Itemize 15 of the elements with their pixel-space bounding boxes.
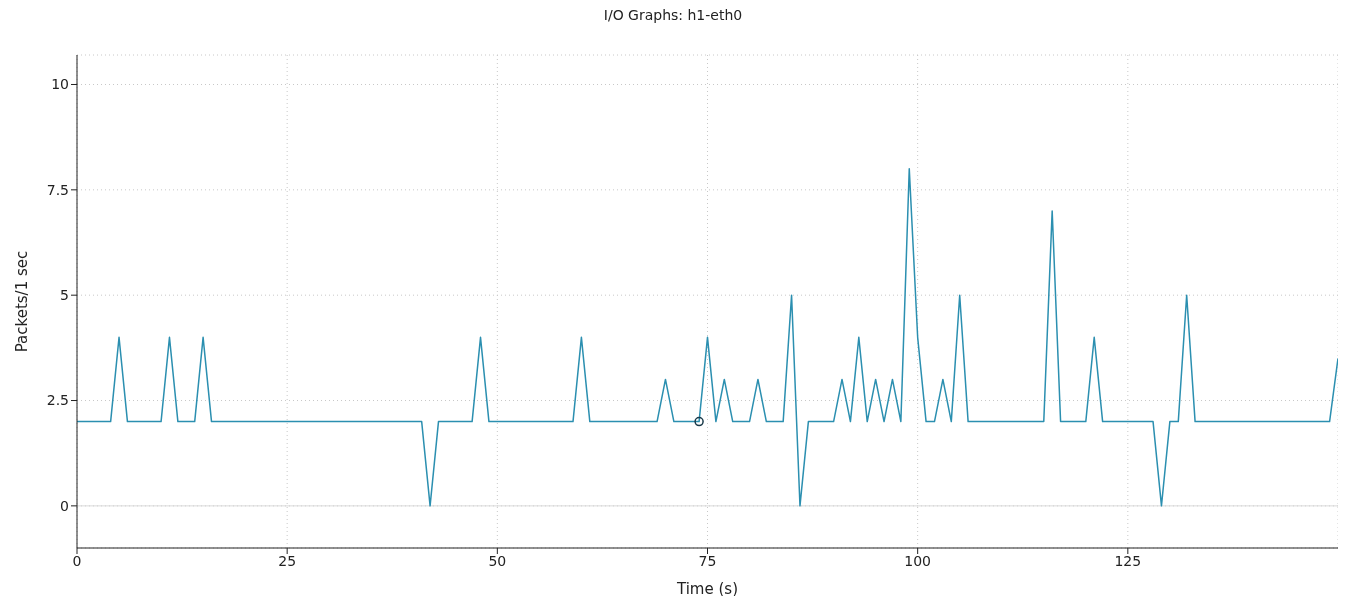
y-tick-label: 10 (51, 76, 69, 93)
y-axis-title: Packets/1 sec (13, 250, 32, 353)
x-tick-label: 125 (1114, 552, 1142, 569)
y-tick-label: 5 (60, 287, 69, 304)
x-tick-label: 25 (278, 552, 297, 569)
x-tick-label: 0 (72, 552, 82, 569)
y-tick-label: 0 (60, 497, 69, 514)
chart-title: I/O Graphs: h1-eth0 (602, 7, 744, 25)
x-axis-title: Time (s) (676, 580, 738, 598)
y-tick-label: 7.5 (46, 181, 69, 198)
y-tick-label: 2.5 (46, 392, 69, 409)
line-series (77, 168, 1338, 507)
x-tick-label: 100 (904, 552, 932, 569)
x-tick-label: 75 (698, 552, 717, 569)
x-tick-label: 50 (488, 552, 507, 569)
